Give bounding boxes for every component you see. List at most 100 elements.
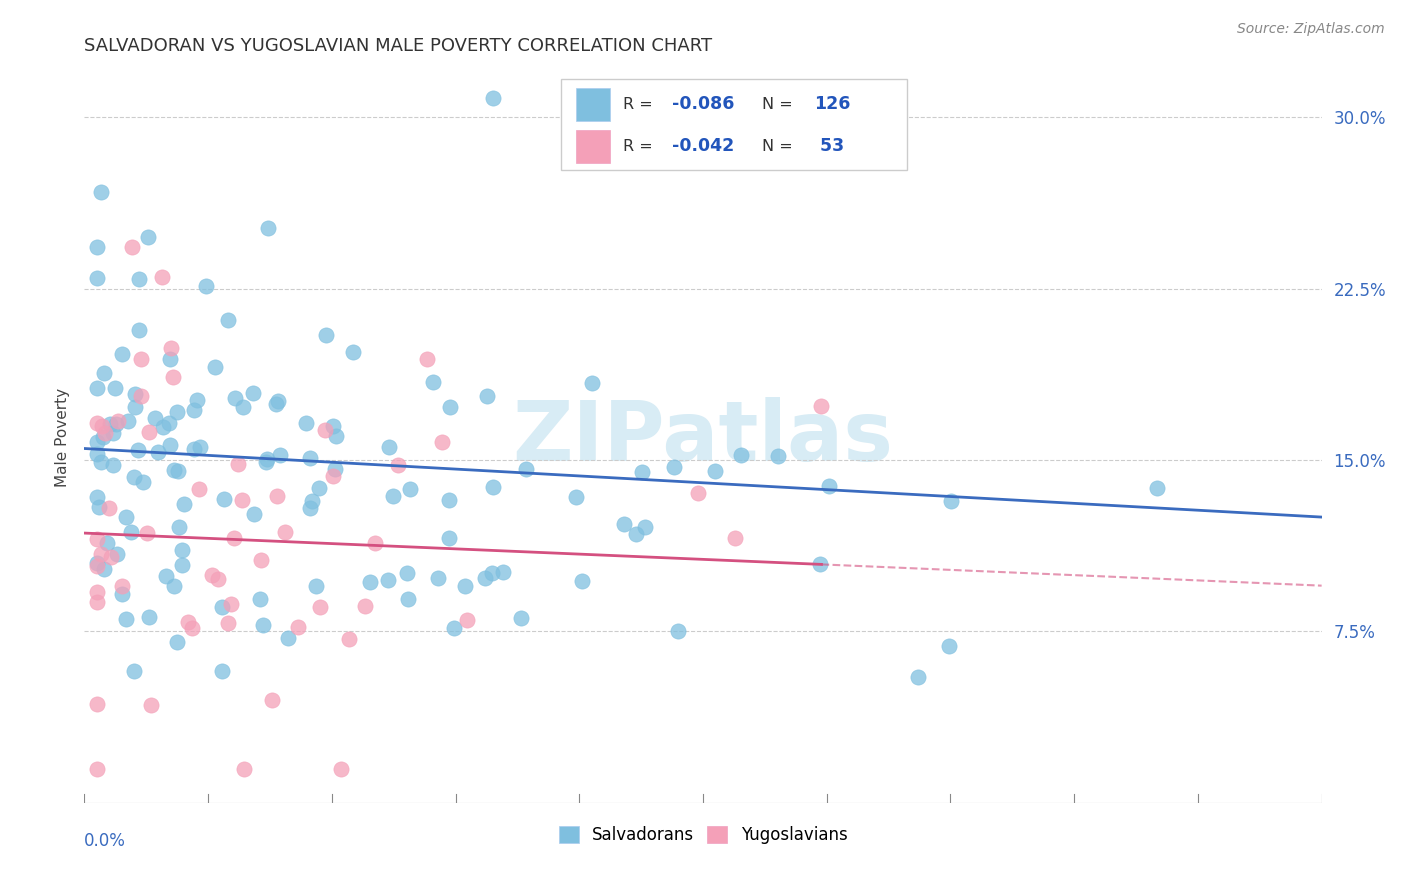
Point (359, 574, 381, 589)
Point (170, 543, 193, 558)
Point (339, 632, 361, 646)
FancyBboxPatch shape (561, 78, 907, 170)
Point (157, 416, 180, 430)
Point (325, 428, 347, 442)
Point (162, 369, 184, 384)
Point (941, 494, 963, 508)
Point (214, 491, 236, 506)
Point (231, 400, 253, 414)
Point (148, 445, 170, 459)
Point (86, 447, 108, 461)
Point (124, 470, 146, 484)
Point (117, 414, 139, 428)
Y-axis label: Male Poverty: Male Poverty (55, 387, 70, 487)
Point (387, 458, 409, 473)
Point (217, 313, 239, 327)
Point (96, 535, 118, 549)
Point (250, 552, 273, 566)
Text: -0.086: -0.086 (672, 95, 734, 113)
Point (422, 376, 444, 390)
Point (121, 239, 143, 253)
Point (308, 481, 330, 495)
Point (111, 579, 134, 593)
Point (89, 500, 111, 515)
Point (267, 394, 290, 409)
Point (249, 591, 271, 606)
Point (482, 91, 505, 105)
Point (207, 572, 229, 586)
Point (266, 489, 288, 503)
Point (254, 455, 277, 469)
Point (104, 417, 127, 432)
Point (634, 520, 657, 534)
Point (515, 462, 537, 476)
Point (167, 519, 190, 533)
Point (150, 270, 173, 285)
Point (86, 594, 108, 608)
Point (662, 460, 685, 475)
Point (242, 385, 264, 400)
Point (287, 620, 309, 634)
Point (186, 393, 208, 408)
Point (90, 547, 112, 561)
Point (396, 566, 419, 581)
Point (810, 399, 832, 413)
Point (122, 665, 145, 679)
Point (427, 571, 450, 585)
Point (152, 420, 174, 434)
Point (354, 599, 377, 613)
Point (132, 475, 155, 490)
Point (217, 615, 239, 630)
Point (686, 486, 709, 500)
Point (808, 557, 831, 571)
Point (103, 458, 125, 472)
Point (143, 410, 166, 425)
Point (204, 360, 226, 375)
Point (382, 489, 405, 503)
Legend: Salvadorans, Yugoslavians: Salvadorans, Yugoslavians (554, 822, 852, 849)
Point (91, 419, 114, 434)
Point (439, 400, 461, 414)
Point (474, 571, 496, 585)
Point (173, 497, 195, 511)
Bar (575, 87, 610, 120)
Point (377, 573, 399, 587)
Text: R =: R = (623, 139, 658, 153)
Text: R =: R = (623, 96, 658, 112)
Point (301, 493, 323, 508)
Point (159, 438, 181, 452)
Point (105, 547, 128, 561)
Point (314, 423, 336, 437)
Point (93, 430, 115, 444)
Point (90, 455, 112, 469)
Point (260, 693, 283, 707)
Point (322, 469, 344, 483)
Point (128, 272, 150, 286)
Point (481, 566, 503, 581)
Point (138, 609, 160, 624)
Point (128, 323, 150, 337)
Point (86, 558, 108, 573)
Point (322, 419, 344, 434)
Point (211, 664, 233, 678)
Point (166, 405, 188, 419)
Point (100, 550, 122, 565)
Point (1146, 481, 1168, 495)
Text: N =: N = (762, 139, 799, 153)
Point (110, 587, 132, 601)
Point (274, 524, 297, 539)
Point (86, 434, 108, 449)
Point (124, 400, 146, 414)
Point (242, 507, 264, 521)
Point (124, 386, 146, 401)
Point (305, 579, 328, 593)
Point (581, 376, 603, 390)
Point (86, 417, 108, 431)
Point (129, 389, 152, 403)
Text: 0.0%: 0.0% (84, 832, 127, 850)
Point (704, 464, 727, 478)
Point (97, 500, 120, 515)
Point (86, 697, 108, 711)
Point (195, 279, 218, 293)
Point (159, 351, 181, 366)
